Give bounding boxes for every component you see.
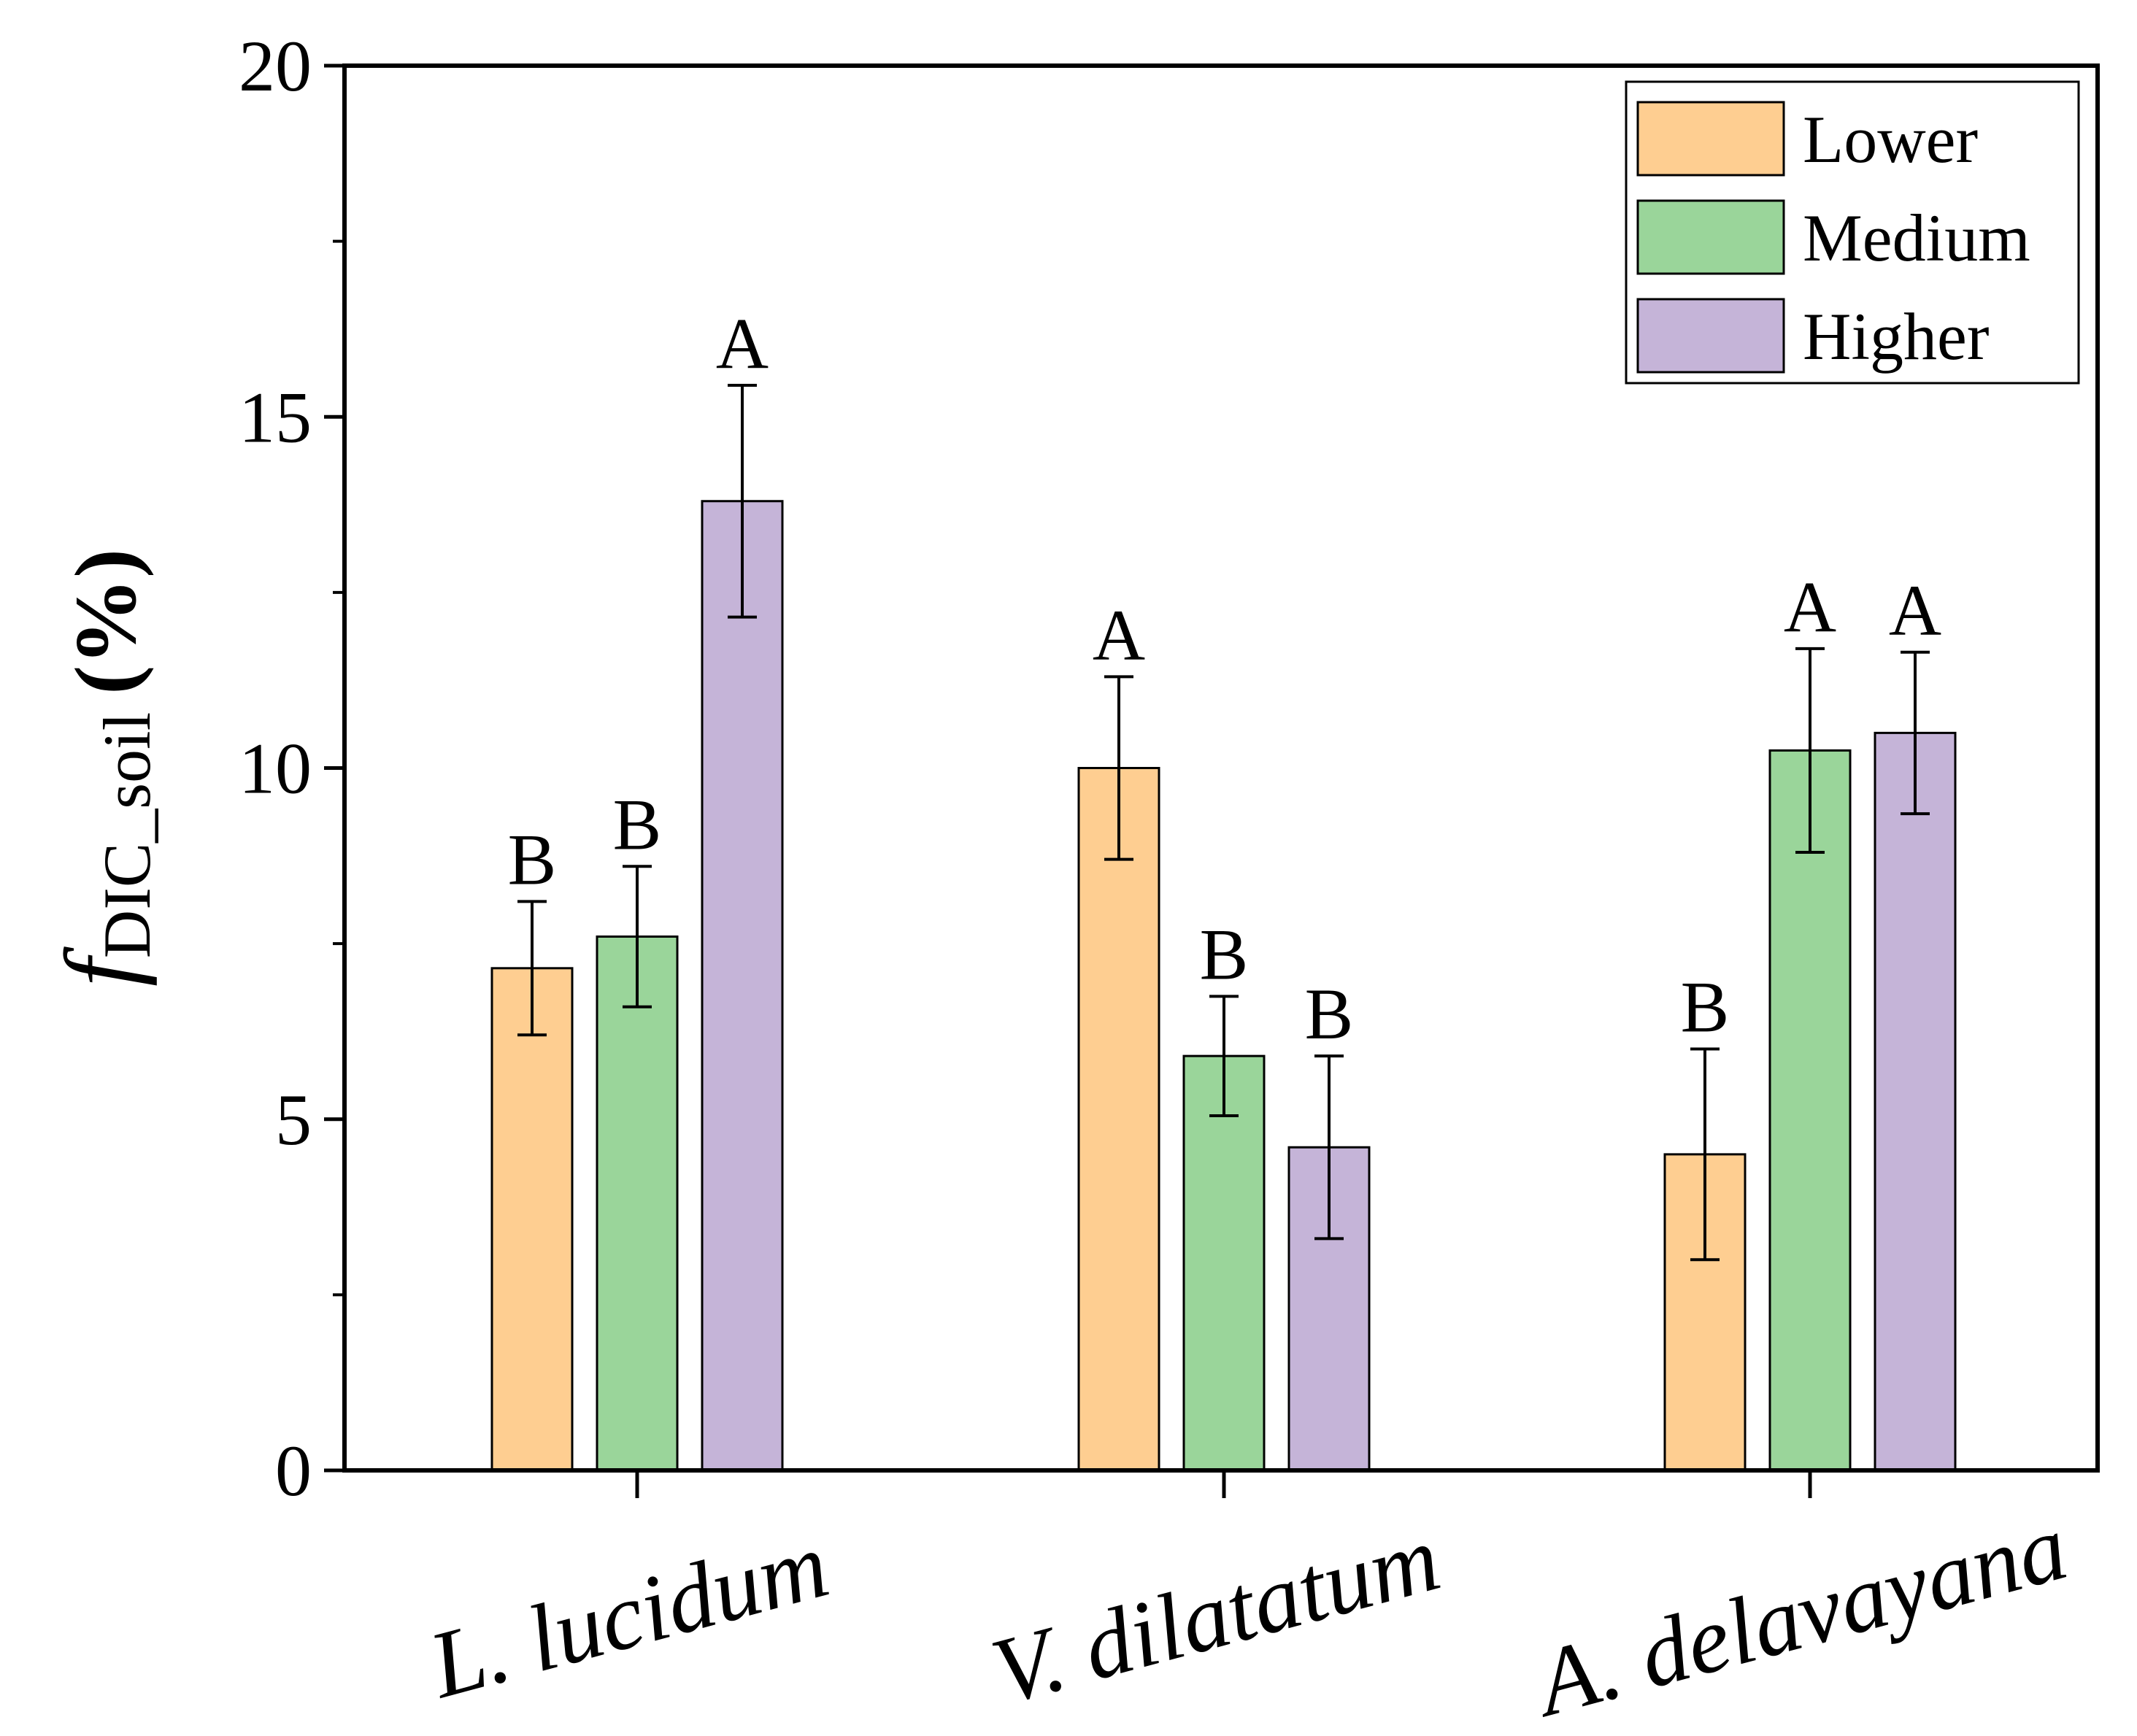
legend-label-lower: Lower [1803,102,1978,177]
error-bars-layer [517,383,1930,1262]
legend-swatch-medium [1636,199,1785,275]
x-axis: L. lucidum V. dilatatum A. delavayana [418,1470,2078,1736]
significance-label-a-delavayana-medium: A [1784,566,1836,647]
x-tick-label-l-lucidum: L. lucidum [418,1512,839,1719]
x-tick-label-a-delavayana: A. delavayana [1520,1494,2077,1736]
legend-swatch-higher [1636,298,1785,374]
y-axis-label: fDIC_soil(%) [45,549,164,987]
significance-label-a-delavayana-higher: A [1889,570,1941,651]
significance-label-v-dilatatum-higher: B [1305,973,1354,1054]
legend-label-higher: Higher [1803,299,1989,374]
bar-l-lucidum-lower [490,967,574,1472]
legend: Lower Medium Higher [1625,80,2080,385]
x-tick-label-v-dilatatum: V. dilatatum [982,1505,1450,1725]
y-axis: 0 5 10 15 20 [239,26,344,1511]
y-tick-label-15: 15 [239,377,312,458]
significance-label-a-delavayana-lower: B [1681,967,1730,1048]
significance-label-v-dilatatum-medium: B [1200,914,1249,995]
legend-label-medium: Medium [1803,201,2030,275]
legend-swatch-lower [1636,101,1785,177]
y-tick-label-10: 10 [239,728,312,809]
significance-label-v-dilatatum-lower: A [1093,594,1145,675]
bar-a-delavayana-medium [1768,749,1852,1472]
significance-label-l-lucidum-higher: A [716,303,769,384]
y-tick-label-0: 0 [275,1430,312,1511]
bar-v-dilatatum-medium [1182,1054,1266,1472]
bar-a-delavayana-higher [1874,731,1957,1472]
y-tick-label-5: 5 [275,1079,312,1160]
bar-l-lucidum-higher [701,500,784,1472]
y-axis-label-subscript: DIC_soil [90,712,164,958]
bar-v-dilatatum-lower [1077,767,1160,1472]
significance-label-l-lucidum-medium: B [613,784,662,865]
y-axis-label-unit: (%) [57,549,154,695]
bar-l-lucidum-medium [596,935,679,1472]
significance-label-l-lucidum-lower: B [508,819,557,900]
y-tick-label-20: 20 [239,26,312,107]
